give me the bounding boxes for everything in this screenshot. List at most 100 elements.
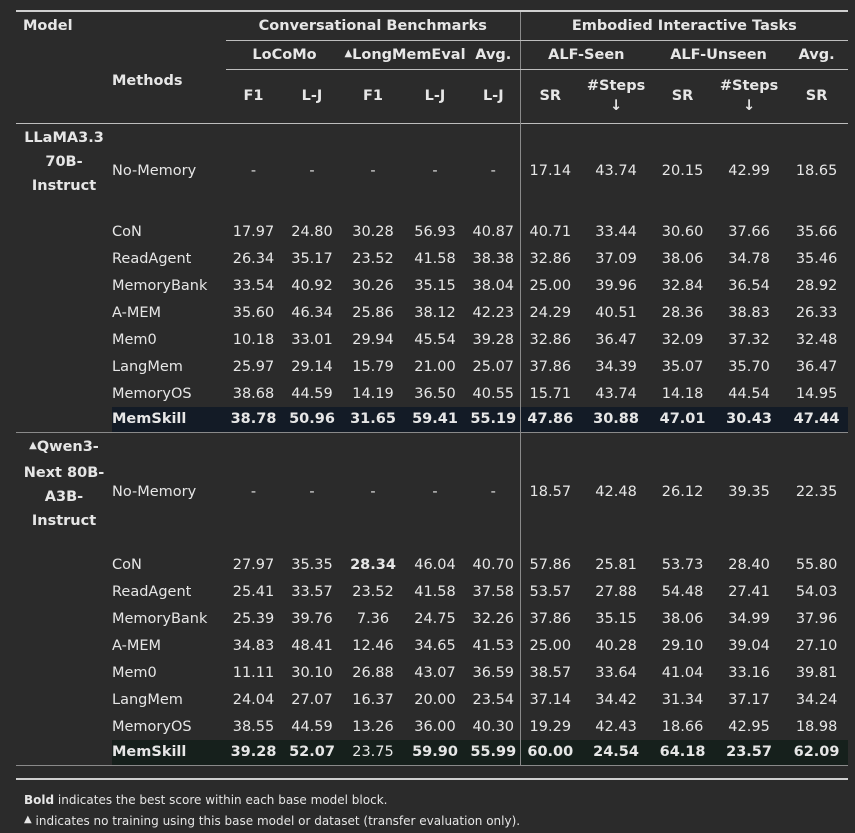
table-cell: - [250, 483, 257, 500]
table-cell: 46.04 [414, 556, 456, 573]
table-row: MemoryOS 38.68 44.59 14.19 36.50 40.55 15.71 43… [16, 380, 848, 407]
table-cell: - [467, 432, 521, 551]
table-cell: 44.54 [728, 385, 770, 402]
table-cell: 39.96 [595, 277, 637, 294]
table-cell: 40.70 [467, 551, 521, 578]
table-cell: 62.09 [785, 740, 849, 766]
table-cell: 39.81 [795, 664, 838, 681]
table-cell: 35.66 [795, 223, 838, 240]
table-cell: 35.15 [414, 277, 456, 294]
table-row: LangMem 25.97 29.14 15.79 21.00 25.07 37.86 34.… [16, 353, 848, 380]
table-cell: 52.07 [281, 740, 343, 766]
table-cell: 28.40 [728, 556, 770, 573]
table-cell: 37.86 [529, 358, 572, 375]
table-cell: 57.86 [529, 556, 572, 573]
table-cell: 34.39 [595, 358, 637, 375]
table-cell: 33.54 [232, 277, 275, 294]
table-cell: 35.35 [291, 556, 333, 573]
table-cell: 38.04 [467, 272, 521, 299]
table-cell: 40.30 [467, 713, 521, 740]
table-cell: 18.57 [529, 483, 572, 500]
table-cell: 23.52 [352, 250, 394, 267]
table-cell: 10.18 [232, 331, 275, 348]
table-cell: 36.00 [414, 718, 456, 735]
method-name: ReadAgent [112, 250, 192, 267]
alf-unseen-header: ALF-Unseen [652, 40, 786, 70]
table-cell: 42.23 [467, 299, 521, 326]
col-f1: F1 [243, 88, 264, 104]
table-cell: 38.12 [414, 304, 456, 321]
table-cell: 35.46 [795, 250, 838, 267]
table-cell: 15.79 [352, 358, 394, 375]
table-cell: 44.59 [291, 385, 333, 402]
table-cell: 32.26 [467, 605, 521, 632]
table-cell: 55.19 [467, 407, 521, 433]
table-cell: 23.57 [713, 740, 786, 766]
table-cell: 59.41 [403, 407, 467, 433]
method-name: LangMem [112, 691, 183, 708]
method-name: MemoryBank [112, 277, 208, 294]
down-arrow-icon: ↓ [742, 98, 756, 114]
table-cell: 27.97 [232, 556, 275, 573]
model-name: ▲Qwen3-Next 80B-A3B-Instruct [16, 432, 112, 766]
table-cell: 34.24 [795, 691, 838, 708]
method-name: CoN [112, 556, 142, 573]
table-cell: 38.78 [226, 407, 281, 433]
table-cell: 37.96 [795, 610, 838, 627]
table-cell: 25.07 [467, 353, 521, 380]
table-cell: 20.15 [661, 162, 704, 179]
table-cell: 40.71 [529, 223, 572, 240]
table-cell: 19.29 [529, 718, 572, 735]
table-cell: - [370, 162, 376, 179]
table-cell: 50.96 [281, 407, 343, 433]
table-cell: 35.17 [291, 250, 333, 267]
table-cell: 64.18 [652, 740, 714, 766]
method-name: A-MEM [112, 637, 162, 654]
table-row: A-MEM 34.83 48.41 12.46 34.65 41.53 25.00 40.28… [16, 632, 848, 659]
table-cell: 37.09 [595, 250, 637, 267]
table-cell: 25.41 [232, 583, 275, 600]
emb-group-header: Embodied Interactive Tasks [520, 10, 849, 41]
table-row: MemoryBank 25.39 39.76 7.36 24.75 32.26 37.86 3… [16, 605, 848, 632]
method-name: A-MEM [112, 304, 162, 321]
method-name: MemSkill [112, 740, 226, 766]
table-row: ▲Qwen3-Next 80B-A3B-Instruct No-Memory - - -… [16, 432, 848, 766]
table-cell: 28.34 [350, 556, 396, 573]
conv-group-header: Conversational Benchmarks [226, 10, 521, 41]
table-cell: 21.00 [414, 358, 456, 375]
table-cell: 37.17 [728, 691, 770, 708]
method-name: Mem0 [112, 331, 157, 348]
transfer-triangle-icon: ▲ [29, 439, 37, 451]
table-cell: 17.14 [529, 162, 572, 179]
col-lj: L-J [424, 88, 446, 104]
table-cell: 40.51 [595, 304, 637, 321]
col-sr: SR [805, 88, 828, 104]
table-cell: 30.88 [580, 407, 653, 433]
table-cell: 14.95 [795, 385, 838, 402]
table-cell: 35.70 [728, 358, 770, 375]
table-cell: 23.75 [343, 740, 403, 766]
table-cell: - [370, 483, 376, 500]
table-cell: 30.28 [352, 223, 394, 240]
table-cell: 29.14 [291, 358, 333, 375]
col-steps: #Steps ↓ [586, 78, 646, 114]
longmem-header: ▲LongMemEval [343, 40, 467, 70]
table-cell: 36.47 [595, 331, 637, 348]
table-cell: 30.43 [713, 407, 786, 433]
method-name: No-Memory [112, 483, 197, 500]
transfer-triangle-icon: ▲ [24, 814, 32, 825]
table-cell: 47.01 [652, 407, 714, 433]
table-cell: 40.55 [467, 380, 521, 407]
table-cell: 36.59 [467, 659, 521, 686]
table-cell: 34.65 [414, 637, 456, 654]
table-row: LLaMA3.3 70B-Instruct No-Memory - - - - -17.14… [16, 123, 849, 433]
table-cell: 53.57 [529, 583, 572, 600]
table-cell: 45.54 [414, 331, 456, 348]
table-row: MemoryBank 33.54 40.92 30.26 35.15 38.04 25.00… [16, 272, 848, 299]
table-cell: 38.68 [232, 385, 275, 402]
table-row: ReadAgent 26.34 35.17 23.52 41.58 38.38 32.86 3… [16, 245, 848, 272]
table-cell: 41.58 [414, 583, 456, 600]
table-cell: 34.83 [232, 637, 275, 654]
table-cell: 14.18 [661, 385, 704, 402]
table-cell: 39.28 [467, 326, 521, 353]
